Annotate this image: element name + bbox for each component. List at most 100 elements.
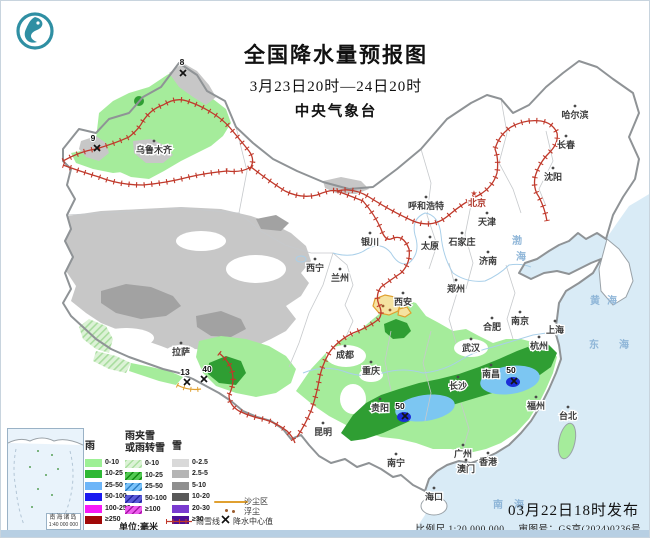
legend-swatch: [125, 460, 142, 468]
city-dot: [432, 486, 436, 490]
city-label: 台北: [559, 410, 577, 421]
precip-center-x-marker: [183, 378, 191, 386]
sleet-area-himalaya: [93, 351, 131, 373]
legend-row: 10-25: [85, 470, 131, 479]
city-dot: [313, 257, 317, 261]
legend-column: 雪 0-2.5 2.5-5 5-10 10-20 20-30 ≥30: [172, 441, 210, 528]
legend-range-label: 50-100: [145, 494, 167, 502]
national-border: [62, 60, 640, 492]
no-precip-hole: [165, 345, 197, 361]
legend-range-label: ≥100: [145, 506, 161, 514]
precip-center-x-marker: [510, 377, 518, 385]
city-dot: [464, 458, 468, 462]
precip-center-value: 50: [395, 401, 405, 411]
city-dot: [454, 278, 458, 282]
agency-name: 中央气象台: [294, 104, 378, 120]
legend-row: 100-250: [85, 504, 131, 513]
korea-peninsula: [598, 238, 634, 306]
legend-swatch: [125, 506, 142, 515]
dust-area: [372, 294, 402, 316]
legend-swatch: [85, 481, 102, 490]
precip-center-value: 40: [202, 364, 212, 374]
legend-swatch: [172, 504, 189, 513]
legend-row: ≥100: [125, 506, 167, 515]
city-dot: [152, 139, 156, 143]
precip-center-label: 降水中心值: [233, 517, 273, 526]
issue-time: 03月22日18时发布: [507, 503, 639, 519]
dust-area-line-icon: [214, 501, 248, 504]
sea-area: [413, 194, 649, 537]
legend-row: ≥30: [172, 516, 210, 525]
tibet-snow-area: [64, 207, 311, 359]
legend-row: 50-100: [125, 494, 167, 503]
city-label: 哈尔滨: [561, 109, 588, 120]
rain-snow-line-label: 雨雪线: [196, 517, 220, 526]
sea-label: 海: [619, 338, 629, 351]
legend-column: 雨 0-10 10-25 25-50 50-100 100-250 ≥250: [85, 441, 131, 528]
tibet-snow-heavier-1: [101, 284, 181, 319]
precip-center-x-marker: [179, 69, 187, 77]
legend-row: 50-100: [85, 493, 131, 502]
inset-scale: 1:40 000 000: [48, 522, 78, 528]
legend-range-label: 0-2.5: [192, 458, 208, 466]
city-label: 杭州: [530, 340, 548, 351]
legend-range-label: 10-20: [192, 493, 210, 501]
city-label: 长春: [557, 139, 576, 150]
legend-range-label: 100-250: [105, 504, 131, 512]
legend-range-label: ≥30: [192, 516, 204, 524]
city-dot: [564, 134, 568, 138]
south-china-sea-inset: 南海诸岛 1:40 000 000: [7, 428, 84, 533]
sea-label: 南: [493, 498, 503, 511]
city-dot: [378, 397, 382, 401]
legend-swatch: [172, 493, 189, 502]
sea-label: 渤: [512, 234, 522, 247]
city-dot: [534, 395, 538, 399]
city-label: 重庆: [362, 365, 380, 376]
legend-swatch: [172, 481, 189, 490]
city-dot: [394, 452, 398, 456]
city-dot: [537, 335, 541, 339]
city-dot: [368, 231, 372, 235]
city-label: 武汉: [462, 342, 481, 353]
sea-label: 海: [516, 250, 526, 263]
city-dot: [485, 211, 489, 215]
legend-swatch: [125, 483, 142, 492]
no-precip-hole: [176, 231, 226, 251]
legend-row: 10-20: [172, 493, 210, 502]
city-label: 成都: [336, 349, 354, 360]
city-dot: [424, 195, 428, 199]
legend-row: 25-50: [125, 483, 167, 492]
city-label: 昆明: [314, 427, 332, 437]
no-precip-hole: [98, 328, 154, 348]
city-label: 西安: [394, 296, 412, 307]
legend-row: 0-2.5: [172, 458, 210, 467]
city-label: 郑州: [447, 283, 465, 294]
precip-center-x-marker: [401, 412, 409, 420]
city-dot: [553, 319, 557, 323]
city-dot: [490, 316, 494, 320]
city-dot: [489, 363, 493, 367]
sea-label: 东: [589, 338, 599, 351]
legend-swatch: [125, 471, 142, 480]
himalaya-rain-strip: [129, 363, 183, 385]
floating-dust-dots-icon: [225, 509, 228, 512]
legend-column-header: 雪: [172, 441, 182, 452]
city-dot: [428, 235, 432, 239]
legend-column: 雨夹雪 或雨转雪 0-10 10-25 25-50 50-100 ≥100: [125, 431, 167, 518]
legend-row: 25-50: [85, 481, 131, 490]
legend-row: 0-10: [125, 460, 167, 468]
no-precip-hole: [340, 384, 366, 414]
precip-center-value: 9: [91, 133, 96, 143]
map-header: 全国降水量预报图 3月23日20时—24日20时 中央气象台: [201, 39, 471, 121]
legend-range-label: 50-100: [105, 493, 127, 501]
precip-center-x-marker: [200, 375, 208, 383]
legend-range-label: 10-25: [105, 470, 123, 478]
city-label: 西宁: [306, 262, 324, 273]
city-label: 海口: [425, 491, 443, 502]
legend-swatch: [172, 458, 189, 467]
city-label: 天津: [478, 216, 496, 227]
city-dot: [401, 291, 405, 295]
legend-range-label: 0-10: [105, 458, 120, 466]
